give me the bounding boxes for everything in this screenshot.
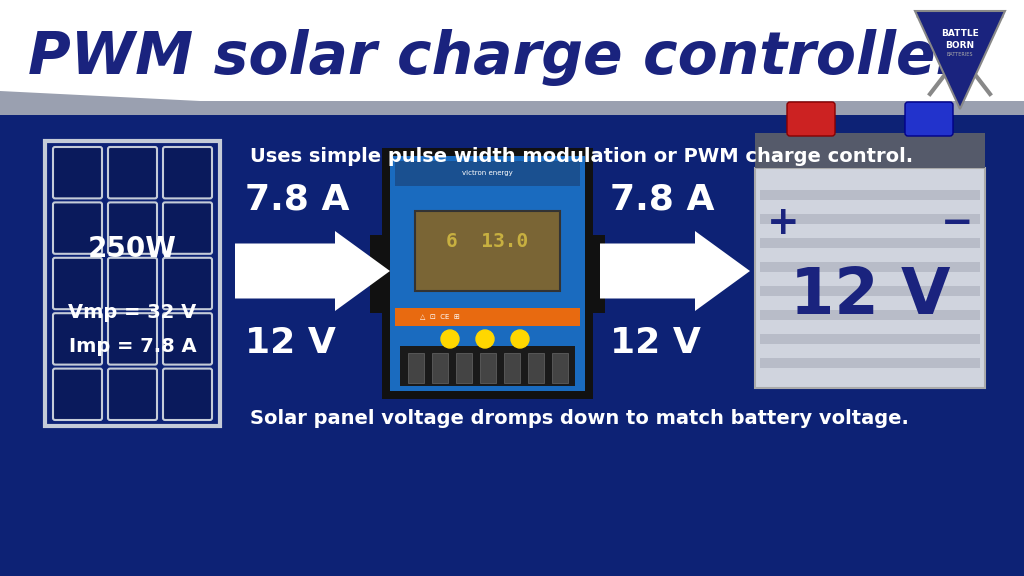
FancyBboxPatch shape [163, 369, 212, 420]
FancyBboxPatch shape [163, 147, 212, 198]
Bar [552, 353, 568, 383]
Bar [400, 346, 575, 386]
Bar [760, 238, 980, 248]
Bar [760, 262, 980, 272]
FancyBboxPatch shape [53, 313, 102, 365]
Text: 250W: 250W [88, 236, 177, 263]
FancyBboxPatch shape [163, 313, 212, 365]
FancyBboxPatch shape [108, 369, 157, 420]
FancyBboxPatch shape [53, 147, 102, 198]
Bar [370, 235, 386, 313]
Bar [415, 211, 560, 291]
Polygon shape [0, 91, 1024, 115]
Text: BATTERIES: BATTERIES [947, 52, 973, 58]
Text: Imp = 7.8 A: Imp = 7.8 A [69, 337, 197, 356]
Bar [755, 133, 985, 168]
Polygon shape [600, 231, 750, 311]
FancyBboxPatch shape [108, 202, 157, 254]
FancyBboxPatch shape [53, 202, 102, 254]
FancyBboxPatch shape [787, 102, 835, 136]
Bar [760, 310, 980, 320]
Bar [382, 148, 593, 399]
Bar [390, 156, 585, 391]
FancyBboxPatch shape [108, 313, 157, 365]
Circle shape [511, 330, 529, 348]
Bar [760, 358, 980, 368]
Text: 7.8 A: 7.8 A [610, 182, 715, 216]
Polygon shape [234, 231, 390, 311]
FancyBboxPatch shape [163, 258, 212, 309]
Text: 12 V: 12 V [245, 326, 336, 360]
FancyBboxPatch shape [45, 141, 220, 426]
Text: 6  13.0: 6 13.0 [446, 232, 528, 251]
FancyBboxPatch shape [163, 202, 212, 254]
Text: BATTLE: BATTLE [941, 28, 979, 37]
Bar [456, 353, 472, 383]
Text: Solar panel voltage dromps down to match battery voltage.: Solar panel voltage dromps down to match… [250, 408, 909, 427]
Bar [760, 190, 980, 200]
Text: 12 V: 12 V [610, 326, 700, 360]
Text: Uses simple pulse width modulation or PWM charge control.: Uses simple pulse width modulation or PW… [250, 146, 913, 165]
Polygon shape [915, 11, 1005, 109]
Bar [755, 168, 985, 388]
Bar [0, 0, 1024, 115]
Text: BORN: BORN [945, 40, 975, 50]
Text: −: − [941, 204, 974, 242]
Circle shape [476, 330, 494, 348]
FancyBboxPatch shape [905, 102, 953, 136]
Bar [760, 286, 980, 296]
Bar [408, 353, 424, 383]
Bar [528, 353, 544, 383]
FancyBboxPatch shape [108, 258, 157, 309]
Bar [760, 214, 980, 224]
FancyBboxPatch shape [108, 147, 157, 198]
Bar [395, 161, 580, 186]
Bar [589, 235, 605, 313]
FancyBboxPatch shape [53, 258, 102, 309]
Text: Vmp = 32 V: Vmp = 32 V [69, 302, 197, 321]
Bar [0, 115, 1024, 576]
Circle shape [441, 330, 459, 348]
Bar [480, 353, 496, 383]
Text: 7.8 A: 7.8 A [245, 182, 349, 216]
Text: victron energy: victron energy [462, 170, 513, 176]
Text: △  ⊡  CE  ⊞: △ ⊡ CE ⊞ [420, 313, 460, 319]
Bar [760, 334, 980, 344]
Text: PWM solar charge controller: PWM solar charge controller [28, 29, 965, 86]
Text: 12 V: 12 V [790, 264, 950, 327]
FancyBboxPatch shape [53, 369, 102, 420]
Bar [504, 353, 520, 383]
Text: +: + [767, 204, 800, 242]
Bar [432, 353, 449, 383]
Bar [395, 308, 580, 326]
